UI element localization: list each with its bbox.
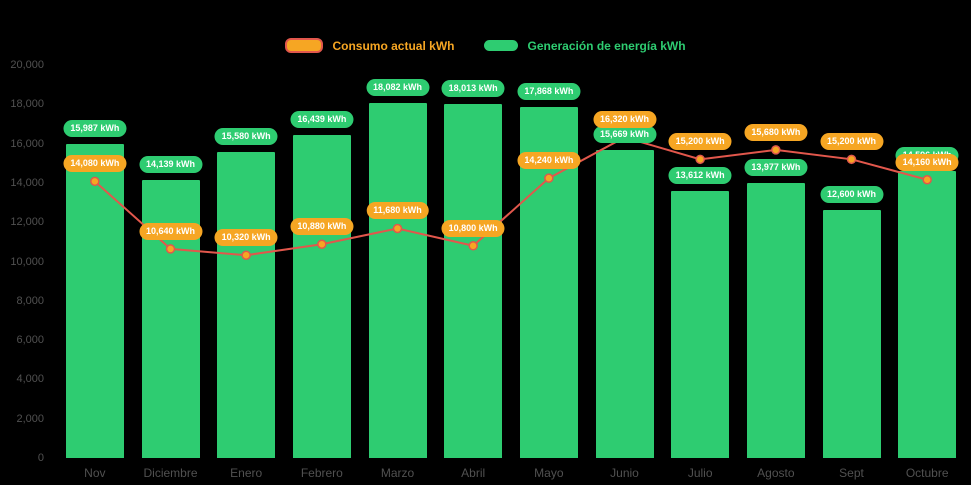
generation-value-label: 15,669 kWh (592, 126, 657, 144)
chart-legend: Consumo actual kWh Generación de energía… (0, 38, 971, 53)
consumption-value-label: 15,200 kWh (668, 133, 732, 151)
generation-value-label: 17,868 kWh (517, 82, 581, 100)
x-axis-month-label: Marzo (380, 466, 415, 480)
x-axis-month-label: Abril (461, 466, 486, 480)
legend-label-consumo: Consumo actual kWh (332, 38, 455, 53)
generation-value-label: 16,439 kWh (290, 110, 354, 128)
x-axis-month-label: Junio (610, 466, 639, 480)
consumption-value-label: 15,200 kWh (819, 133, 884, 151)
x-axis-month-label: Febrero (300, 466, 343, 480)
consumo-swatch-icon (285, 38, 324, 53)
y-axis-tick-label: 4,000 (16, 373, 44, 386)
generation-value-label: 13,612 kWh (668, 166, 732, 184)
generation-value-label: 18,082 kWh (365, 78, 430, 96)
y-axis-tick-label: 6,000 (16, 334, 44, 347)
consumption-value-label: 10,880 kWh (290, 218, 354, 236)
generation-value-label: 15,580 kWh (214, 127, 278, 145)
y-axis-tick-label: 16,000 (10, 137, 44, 150)
consumption-value-label: 11,680 kWh (366, 202, 429, 220)
y-axis-tick-label: 8,000 (16, 294, 44, 307)
consumption-value-label: 14,080 kWh (63, 155, 127, 173)
generation-value-label: 13,977 kWh (744, 159, 808, 177)
y-axis-tick-label: 0 (37, 452, 44, 464)
legend-item-generacion[interactable]: Generación de energía kWh (484, 38, 686, 53)
consumption-value-label: 14,160 kWh (895, 153, 959, 171)
legend-item-consumo[interactable]: Consumo actual kWh (285, 38, 454, 53)
consumption-value-label: 16,320 kWh (592, 111, 657, 129)
y-axis-tick-label: 14,000 (10, 176, 44, 189)
legend-label-generacion: Generación de energía kWh (527, 38, 686, 53)
y-axis-tick-label: 18,000 (10, 98, 44, 111)
x-axis-month-label: Enero (230, 466, 263, 480)
generacion-swatch-icon (484, 40, 519, 51)
consumption-value-label: 15,680 kWh (744, 123, 808, 141)
x-axis-month-label: Nov (84, 466, 106, 480)
consumption-value-label: 14,240 kWh (517, 152, 581, 170)
x-axis-month-label: Julio (687, 466, 713, 480)
y-axis-tick-label: 2,000 (16, 412, 44, 425)
x-axis-month-label: Octubre (905, 466, 949, 480)
generation-value-label: 18,013 kWh (441, 80, 505, 98)
x-axis-month-label: Mayo (534, 466, 564, 480)
consumption-value-label: 10,640 kWh (138, 222, 203, 240)
x-axis-month-label: Sept (839, 466, 864, 480)
x-axis-month-label: Diciembre (143, 466, 198, 480)
y-axis-tick-label: 12,000 (10, 216, 44, 229)
generation-value-label: 15,987 kWh (63, 119, 127, 137)
y-axis-tick-label: 10,000 (10, 255, 44, 268)
generation-value-label: 14,139 kWh (138, 156, 203, 174)
y-axis-tick-label: 20,000 (10, 59, 44, 71)
generation-value-label: 12,600 kWh (819, 186, 884, 204)
x-axis-month-label: Agosto (757, 466, 795, 480)
consumption-value-label: 10,320 kWh (214, 229, 278, 247)
consumption-value-label: 10,800 kWh (441, 219, 505, 237)
